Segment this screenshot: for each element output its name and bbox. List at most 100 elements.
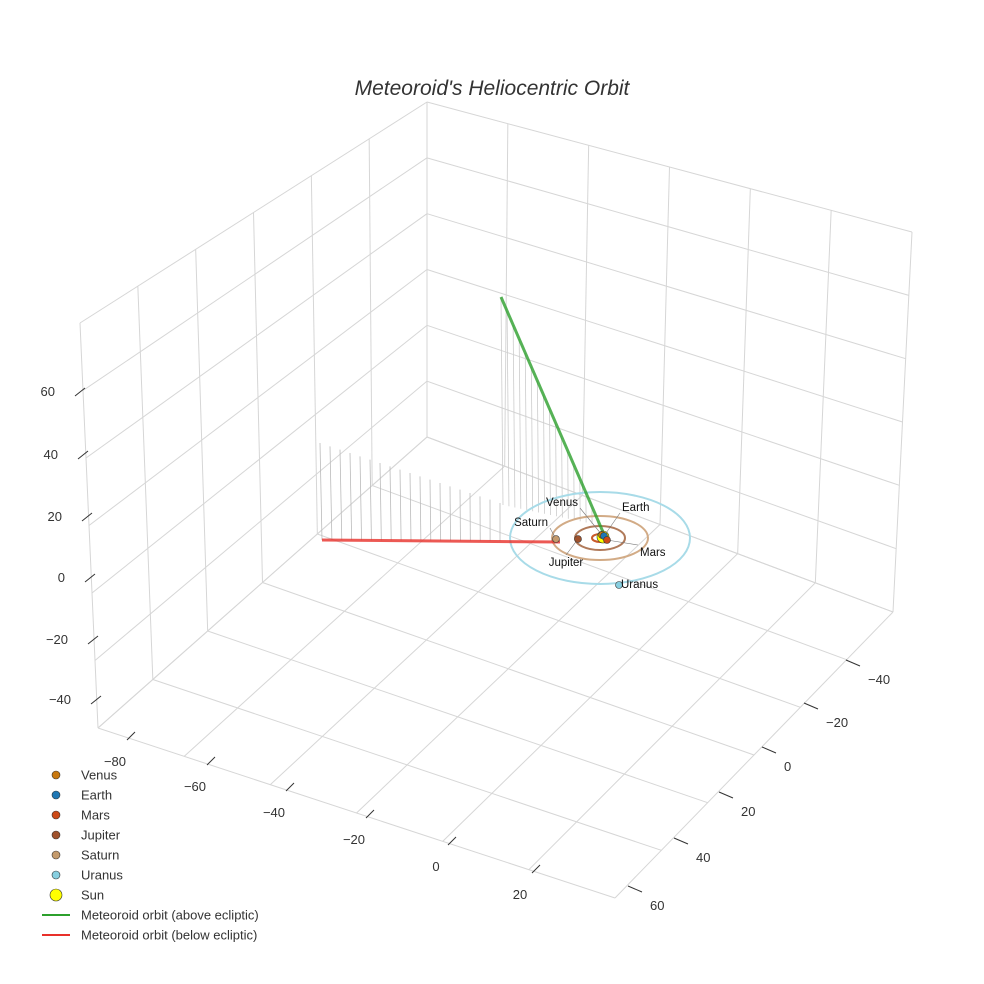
- legend-label: Sun: [81, 888, 104, 903]
- plot-area: Venus Earth Mars Jupiter Saturn Uranus: [319, 296, 691, 591]
- x-tick-label: −80: [104, 754, 126, 769]
- legend[interactable]: Venus Earth Mars Jupiter Saturn Uranus Sun Mete…: [42, 768, 259, 943]
- left-wall-gridline: [82, 157, 428, 391]
- x-tick-label: 20: [513, 887, 527, 902]
- venus-label: Venus: [546, 497, 578, 509]
- x-tick-label: −20: [343, 832, 365, 847]
- meteoroid-orbit-above[interactable]: [499, 296, 605, 533]
- floor-gridline: [528, 582, 816, 871]
- legend-marker-swatch: [49, 888, 63, 902]
- uranus-marker[interactable]: [615, 581, 623, 589]
- venus-label-leader: [579, 507, 603, 536]
- drop-line: [512, 325, 516, 508]
- z-tick-label: 0: [58, 570, 65, 585]
- y-tick-mark: [761, 746, 777, 754]
- right-wall-gridline: [892, 231, 913, 613]
- x-tick-mark: [531, 864, 541, 874]
- drop-line: [419, 476, 422, 541]
- meteoroid-orbit-below[interactable]: [321, 538, 561, 544]
- right-wall-gridline: [426, 269, 903, 423]
- drop-line: [329, 446, 333, 541]
- saturn-marker[interactable]: [552, 535, 560, 543]
- x-tick-mark: [447, 836, 457, 846]
- legend-item[interactable]: Jupiter: [51, 828, 121, 843]
- legend-item[interactable]: Uranus: [51, 868, 123, 883]
- drop-line: [524, 353, 528, 511]
- legend-label: Mars: [81, 808, 110, 823]
- legend-item[interactable]: Earth: [51, 788, 112, 803]
- drop-line: [567, 451, 569, 519]
- drop-line: [319, 442, 323, 541]
- y-tick-label: −40: [868, 672, 890, 687]
- drop-line: [409, 472, 412, 541]
- earth-label: Earth: [622, 502, 650, 514]
- legend-marker-swatch: [51, 870, 61, 880]
- y-tick-label: 60: [650, 898, 664, 913]
- drop-line: [359, 456, 362, 541]
- jupiter-label: Jupiter: [549, 557, 584, 569]
- x-tick-label: −60: [184, 779, 206, 794]
- y-tick-mark: [845, 659, 861, 667]
- drop-line: [536, 381, 540, 513]
- uranus-label: Uranus: [621, 579, 658, 591]
- z-tick-label: 40: [44, 447, 58, 462]
- legend-label: Venus: [81, 768, 118, 783]
- x-tick-label: 0: [432, 859, 439, 874]
- legend-label: Saturn: [81, 848, 119, 863]
- z-tick-mark: [84, 573, 96, 583]
- mars-label: Mars: [640, 547, 666, 559]
- earth-label-leader: [603, 512, 621, 537]
- z-tick-mark: [77, 450, 89, 460]
- drop-line: [429, 479, 432, 541]
- z-tick-mark: [90, 695, 102, 705]
- chart-title: Meteoroid's Heliocentric Orbit: [355, 77, 631, 100]
- jupiter-marker[interactable]: [574, 535, 582, 543]
- z-tick-label: 20: [48, 509, 62, 524]
- floor-gridline: [426, 436, 894, 613]
- grid-lines: [79, 101, 913, 899]
- z-tick-mark: [74, 387, 86, 397]
- legend-label: Meteoroid orbit (below ecliptic): [81, 928, 257, 943]
- drop-line: [389, 466, 392, 541]
- legend-item[interactable]: Sun: [49, 888, 104, 903]
- right-wall-gridline: [426, 157, 909, 296]
- y-tick-mark: [627, 885, 643, 893]
- floor-gridline: [371, 485, 847, 661]
- x-tick-mark: [126, 731, 136, 741]
- y-tick-label: −20: [826, 715, 848, 730]
- left-wall-gridline: [368, 138, 373, 486]
- y-tick-label: 40: [696, 850, 710, 865]
- mars-marker[interactable]: [603, 536, 611, 544]
- legend-item[interactable]: Meteoroid orbit (below ecliptic): [42, 928, 257, 943]
- drop-line: [369, 459, 372, 541]
- legend-marker-swatch: [51, 850, 61, 860]
- x-tick-mark: [206, 756, 216, 766]
- saturn-orbit: [551, 515, 649, 561]
- z-tick-mark: [81, 512, 93, 522]
- y-tick-mark: [718, 791, 734, 799]
- legend-label: Uranus: [81, 868, 123, 883]
- left-wall-gridline: [79, 101, 428, 324]
- drop-line: [549, 409, 551, 516]
- legend-item[interactable]: Venus: [51, 768, 118, 783]
- x-tick-mark: [365, 809, 375, 819]
- legend-marker-swatch: [51, 770, 61, 780]
- y-tick-mark: [803, 702, 819, 710]
- left-wall-gridline: [310, 175, 318, 535]
- legend-item[interactable]: Mars: [51, 808, 110, 823]
- z-tick-label: −40: [49, 692, 71, 707]
- drop-line: [449, 486, 451, 541]
- drop-line: [500, 296, 504, 506]
- drop-line: [339, 449, 343, 541]
- legend-item[interactable]: Saturn: [51, 848, 119, 863]
- legend-item[interactable]: Meteoroid orbit (above ecliptic): [42, 908, 259, 923]
- right-wall-gridline: [426, 101, 913, 233]
- mars-label-leader: [606, 539, 639, 546]
- saturn-label: Saturn: [514, 517, 548, 529]
- legend-label: Jupiter: [81, 828, 121, 843]
- right-wall-gridline: [426, 213, 906, 360]
- legend-label: Meteoroid orbit (above ecliptic): [81, 908, 259, 923]
- axis-tick-labels: 60 40 20 0 −20 −40 −80 −60 −40 −20 0 20 −40 −20 0 20 40 6…: [41, 384, 891, 913]
- right-wall-gridline: [737, 188, 751, 554]
